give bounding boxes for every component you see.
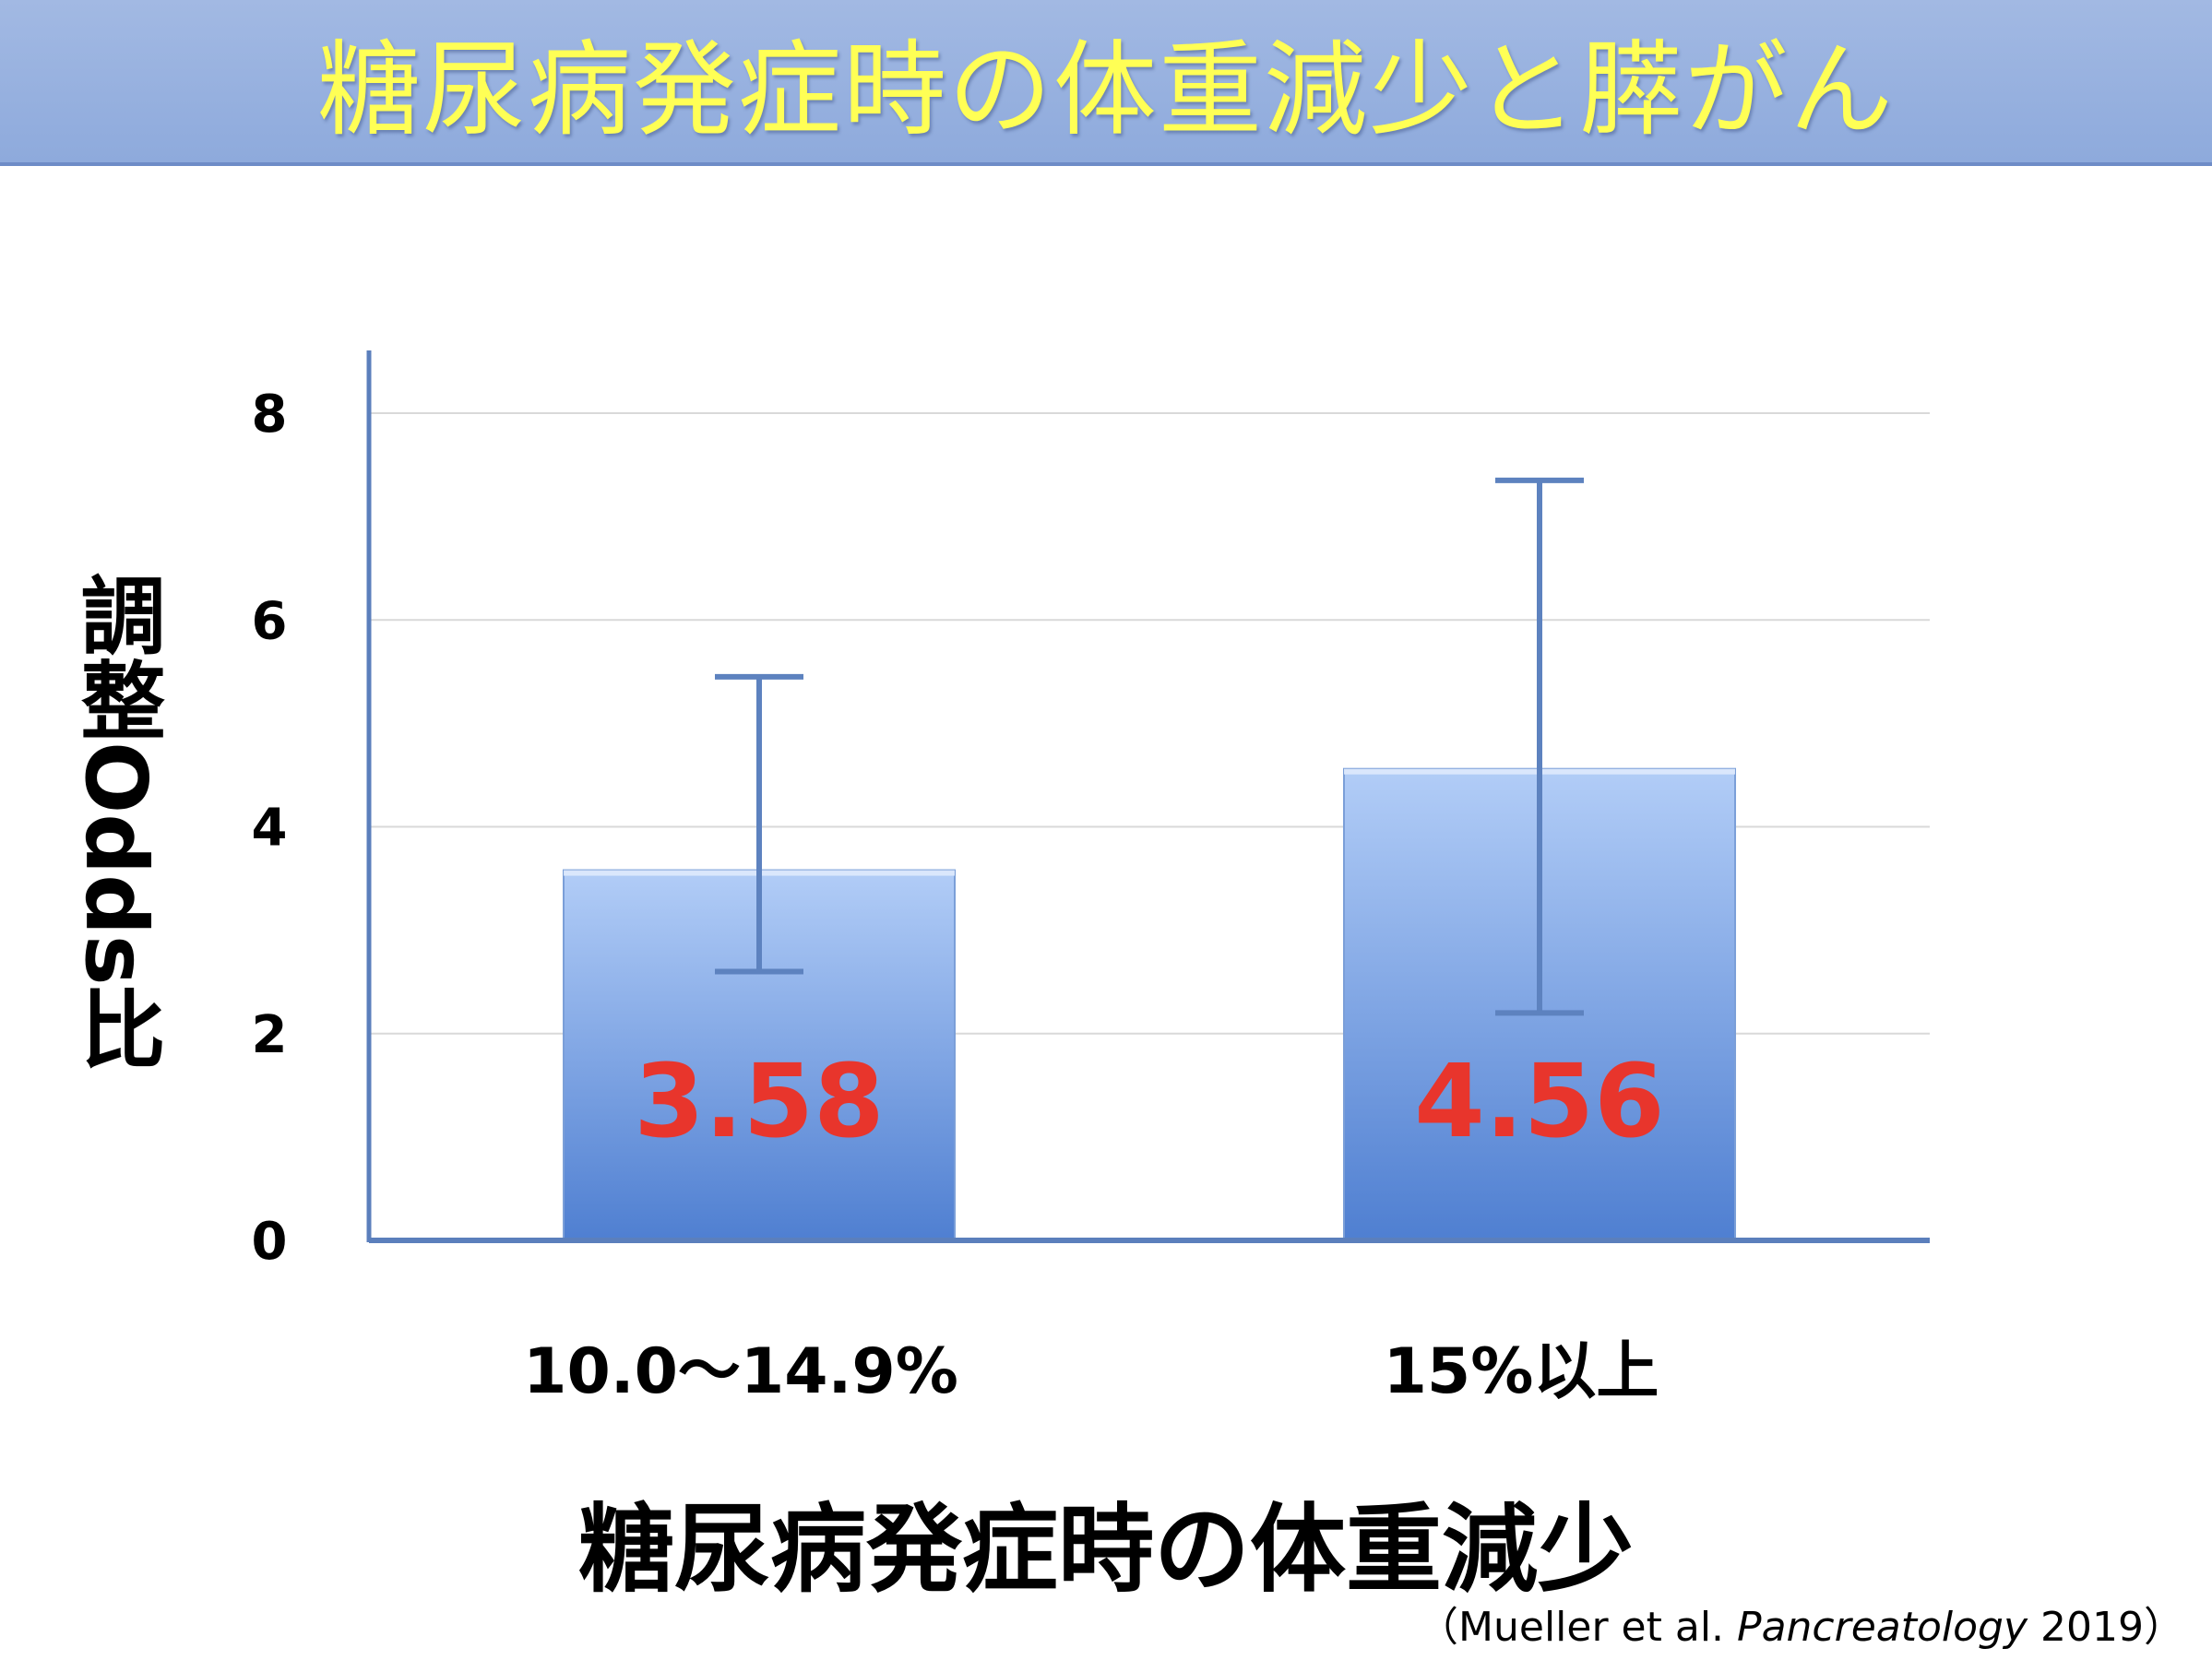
y-tick-2: 2 (252, 1005, 288, 1065)
citation-journal: Pancreatology (1737, 1604, 2028, 1651)
y-tick-6: 6 (252, 591, 288, 651)
x-category-1: 10.0～14.9% (523, 1335, 958, 1408)
bars (563, 767, 1736, 1242)
citation-close: ） (2144, 1604, 2184, 1651)
y-tick-0: 0 (252, 1212, 288, 1272)
value-label-2: 4.56 (1414, 1042, 1664, 1160)
axes (366, 350, 1930, 1243)
y-tick-4: 4 (252, 799, 288, 859)
error-bars (715, 477, 1584, 1016)
citation-year: 2019 (2040, 1604, 2144, 1651)
citation: （Mueller et al. Pancreatology 2019） (1418, 1594, 2184, 1653)
value-label-1: 3.58 (634, 1042, 884, 1160)
y-axis-label-rotated: Odds比 (66, 741, 165, 1071)
y-axis-label-kanji: 調整 (66, 572, 165, 741)
title-banner: 糖尿病発症時の体重減少と膵がん (0, 0, 2212, 166)
slide-title: 糖尿病発症時の体重減少と膵がん (317, 30, 1895, 150)
y-tick-labels: 0 2 4 6 8 (252, 385, 288, 1272)
y-axis-label: 調整 Odds比 (65, 572, 166, 1088)
x-category-2: 15%以上 (1384, 1335, 1659, 1408)
citation-open: （ (1418, 1604, 1459, 1651)
value-labels: 3.58 4.56 (634, 1042, 1664, 1160)
y-tick-8: 8 (252, 385, 288, 445)
x-category-labels: 10.0～14.9% 15%以上 (523, 1335, 1659, 1408)
x-axis-label: 糖尿病発症時の体重減少 (577, 1493, 1634, 1606)
citation-authors: Mueller et al. (1458, 1604, 1725, 1651)
